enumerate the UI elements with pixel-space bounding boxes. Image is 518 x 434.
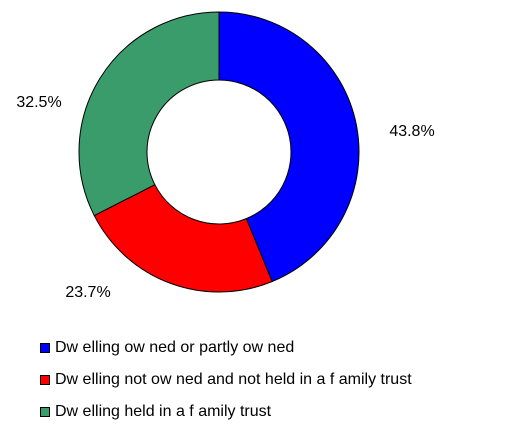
legend-swatch-not-owned [40,375,50,385]
legend: Dw elling ow ned or partly ow ned Dw ell… [40,338,412,434]
legend-label-owned: Dw elling ow ned or partly ow ned [55,339,295,356]
legend-swatch-family-trust [40,407,50,417]
slice-not-owned [93,184,273,293]
data-label-not-owned: 23.7% [65,284,110,301]
legend-label-not-owned: Dw elling not ow ned and not held in a f… [55,371,412,388]
slice-owned [218,11,360,283]
legend-label-family-trust: Dw elling held in a f amily trust [55,403,272,420]
data-label-owned: 43.8% [389,123,434,140]
donut-chart: 43.8% 23.7% 32.5% [16,11,435,301]
data-labels: 43.8% 23.7% 32.5% [16,94,434,301]
legend-item-not-owned: Dw elling not ow ned and not held in a f… [40,370,412,390]
donut-slices [78,11,360,293]
legend-item-family-trust: Dw elling held in a f amily trust [40,402,412,422]
legend-swatch-owned [40,343,50,353]
data-label-family-trust: 32.5% [16,94,61,111]
legend-item-owned: Dw elling ow ned or partly ow ned [40,338,412,358]
slice-family-trust [78,11,220,217]
